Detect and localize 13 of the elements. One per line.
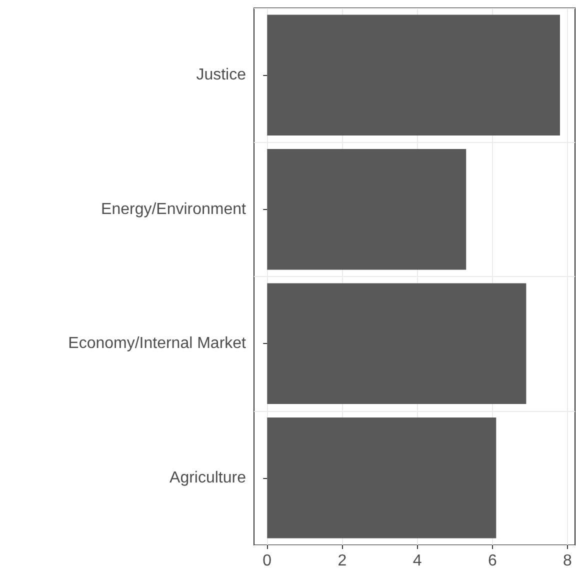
y-tick-label: Economy/Internal Market xyxy=(68,335,247,352)
x-tick-label: 8 xyxy=(563,552,572,570)
bar xyxy=(267,283,526,404)
y-tick-label: Justice xyxy=(196,66,246,84)
bar xyxy=(267,417,496,538)
y-tick-label: Agriculture xyxy=(170,469,246,486)
y-tick-label: Energy/Environment xyxy=(101,200,247,218)
bar xyxy=(267,14,560,136)
bar xyxy=(267,148,466,270)
x-tick-label: 0 xyxy=(262,552,272,570)
x-tick-label: 6 xyxy=(488,552,497,570)
x-tick-label: 4 xyxy=(412,552,422,570)
x-tick-label: 2 xyxy=(338,552,347,570)
